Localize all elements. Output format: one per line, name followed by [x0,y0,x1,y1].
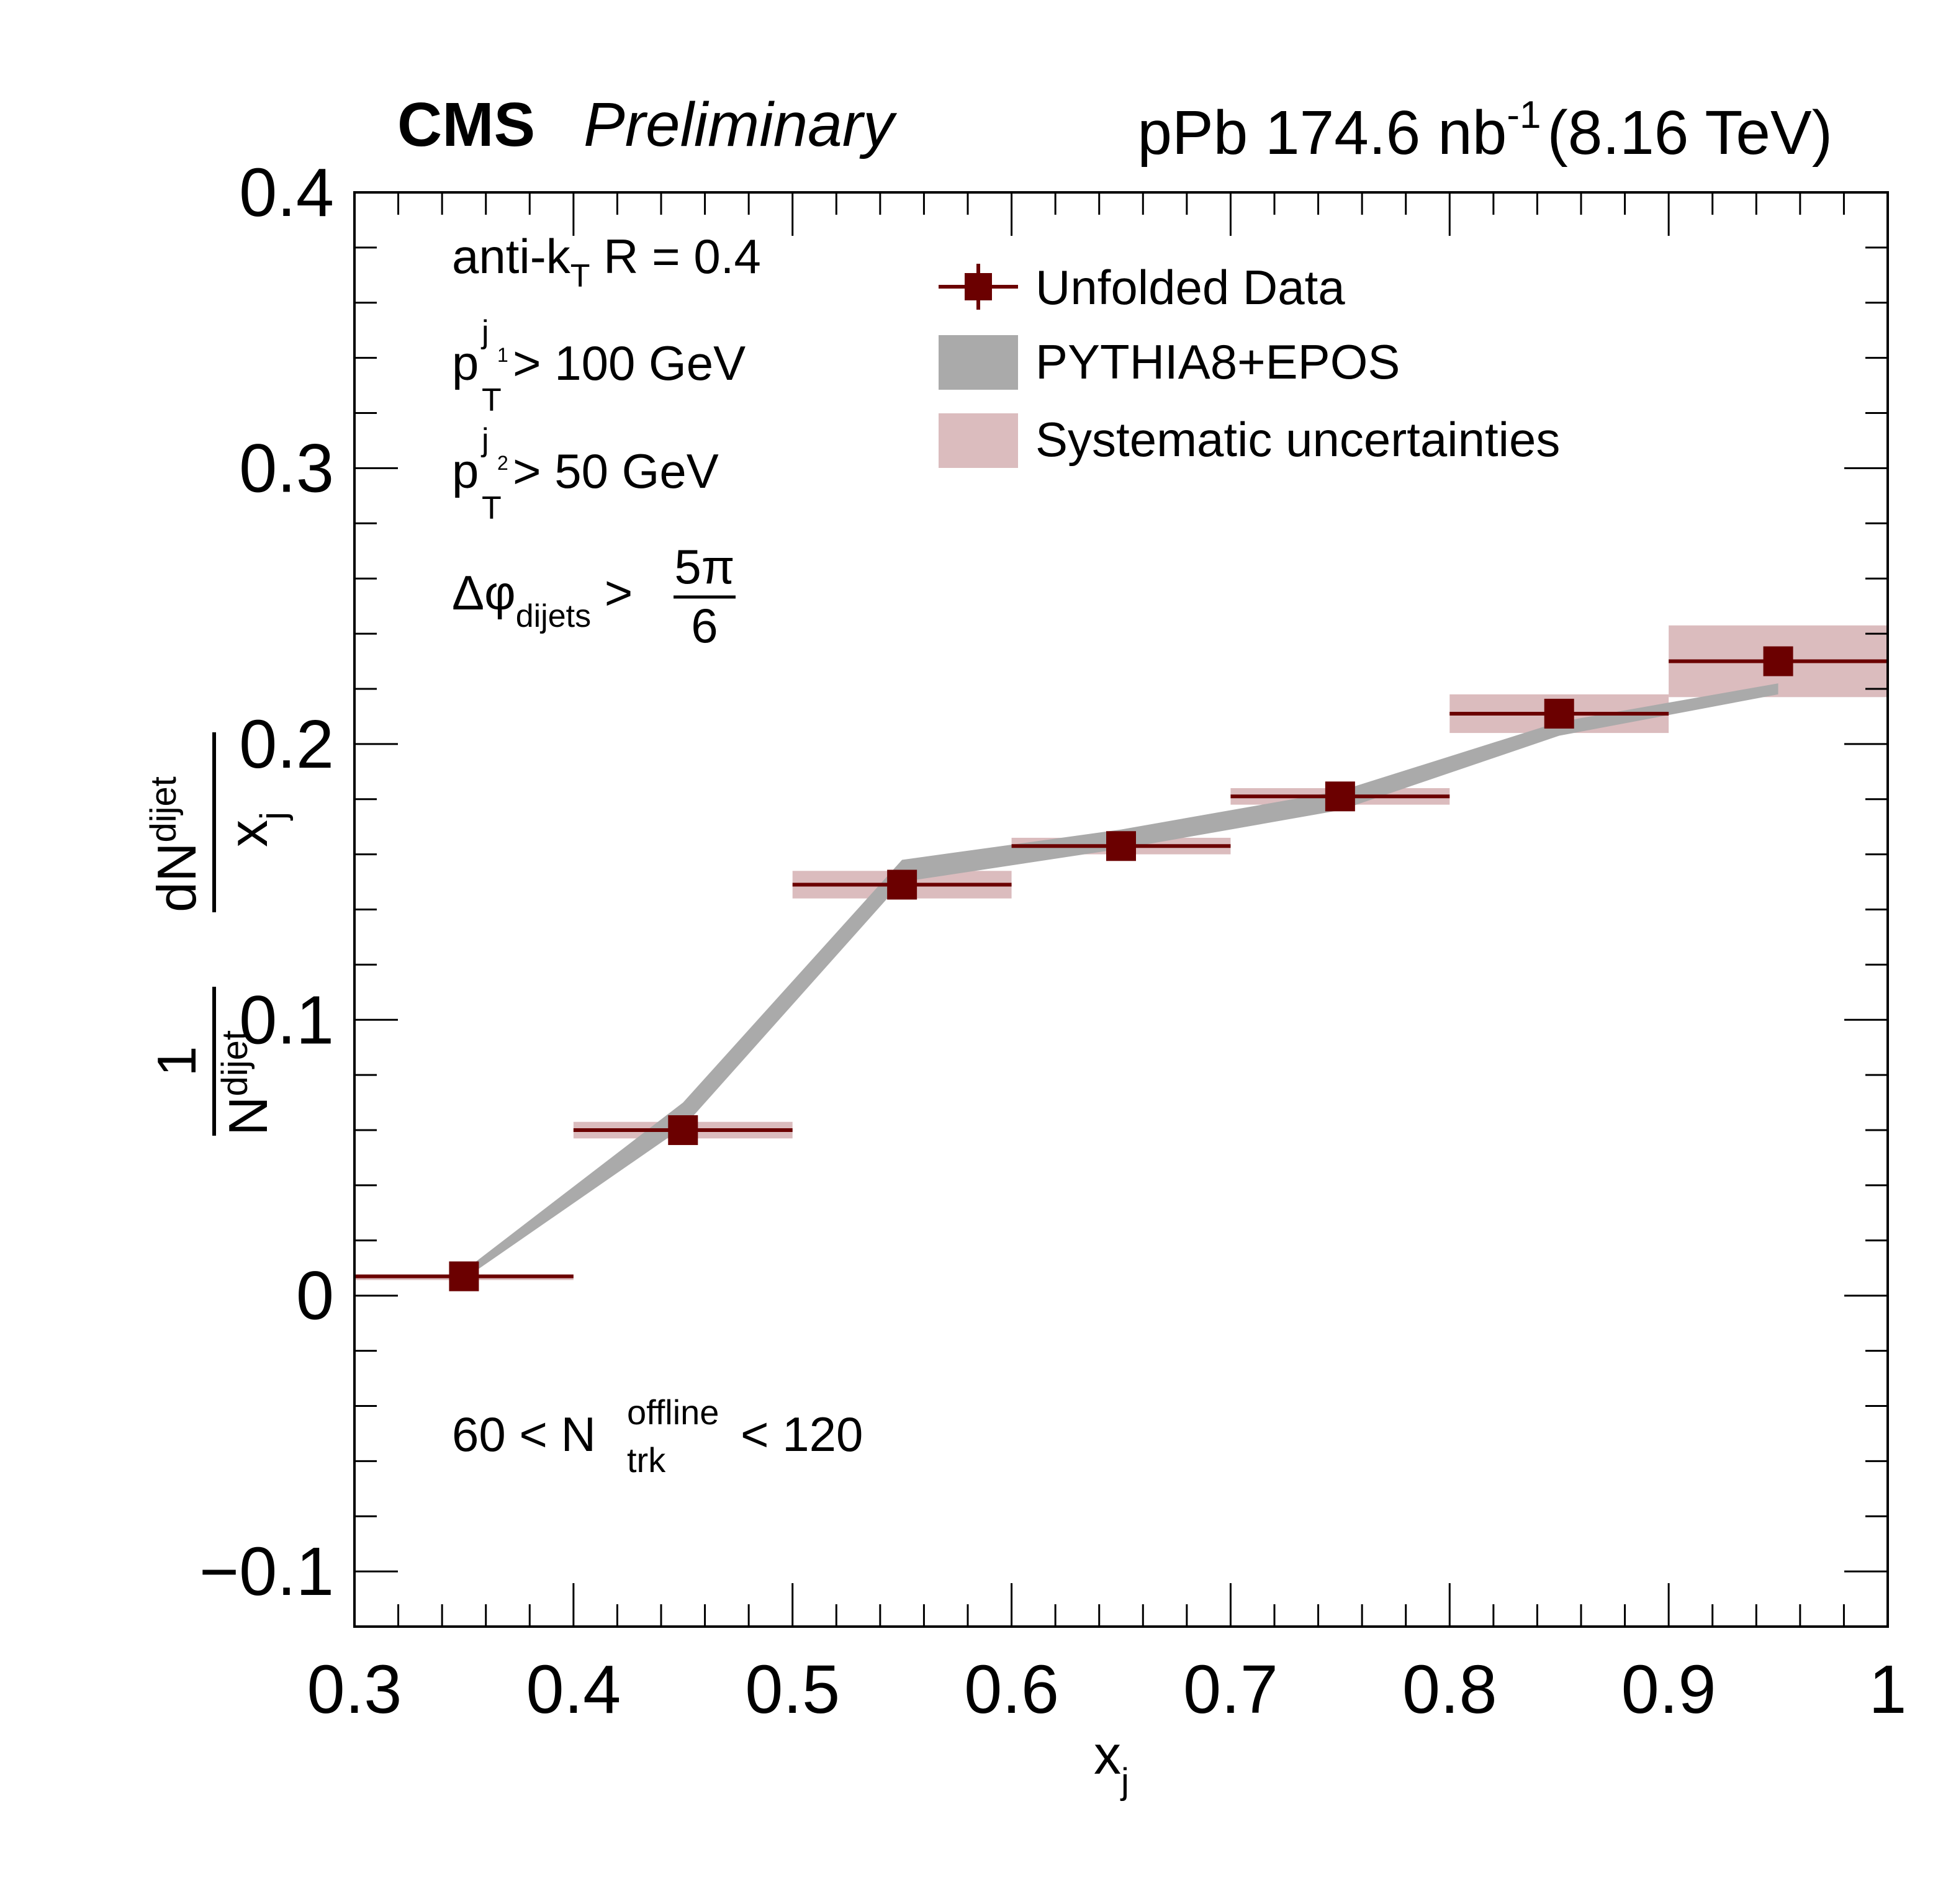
x-tick-label: 0.3 [307,1651,402,1728]
axis-ticks [353,191,1889,1628]
x-tick-label: 0.5 [745,1651,840,1728]
ntrk-sub: trk [627,1440,666,1480]
ntrk-right: < 120 [741,1407,863,1462]
x-tick-label: 0.4 [526,1651,621,1728]
data-points-layer [354,646,1888,1291]
x-tick-label: 0.9 [1621,1651,1716,1728]
pt2-supsub: 2 [497,452,508,474]
axis-tick-labels: 0.3 0.4 0.5 0.6 0.7 0.8 0.9 1 −0.1 0 0.1 0.2 0.3 0.4 [199,155,1907,1728]
data-point [887,869,917,900]
legend-sys-label: Systematic uncertainties [1035,412,1560,467]
dphi-gt: > [591,565,633,620]
dphi-sub: dijets [516,598,591,634]
legend-data-label: Unfolded Data [1035,260,1345,315]
data-point [1106,831,1136,861]
y-label-x: xj [217,812,294,847]
algo-sub: T [570,258,590,294]
x-tick-label: 0.7 [1183,1651,1278,1728]
y-tick-label: 0 [296,1258,334,1334]
legend-sys-swatch [939,413,1018,468]
legend-pythia-swatch [939,335,1018,390]
data-point [1544,698,1574,729]
y-label-x-main: x [217,820,279,847]
dphi-denominator: 6 [691,598,718,653]
y-tick-label: 0.3 [239,430,334,506]
y-label-dn: dNdijet [143,776,207,912]
preliminary-label: Preliminary [584,90,898,159]
y-tick-label: 0.1 [239,982,334,1058]
ntrk-left: 60 < N [452,1407,596,1462]
y-tick-label: 0.4 [239,155,334,231]
data-point [1763,646,1793,676]
y-label-one: 1 [146,1046,207,1077]
x-axis-label-sub: j [1120,1761,1129,1802]
x-axis-label-main: x [1094,1724,1121,1785]
data-point [449,1261,479,1291]
lumi-label: pPb 174.6 nb-1 (8.16 TeV) [1137,94,1832,168]
legend-data-marker [965,273,992,300]
algo-rest: R = 0.4 [590,229,761,284]
pt2-p: p [452,444,479,498]
y-label-dn-main: dN [146,843,207,913]
dphi-annotation: Δφdijets > [452,565,633,634]
y-label-dn-sub: dijet [143,776,184,842]
pt1-supsub: 1 [497,344,508,366]
legend-pythia-label: PYTHIA8+EPOS [1035,335,1400,389]
pt1-sub: T [482,382,502,418]
algo-main: anti-k [452,229,571,284]
y-label-n: Ndijet [215,1030,279,1136]
ntrk-sup: offline [627,1393,719,1432]
y-tick-label: 0.2 [239,706,334,783]
dphi-main: Δφ [452,565,516,620]
pt1-rest: > 100 GeV [513,336,746,390]
lumi-superscript: -1 [1507,94,1541,137]
energy-label: (8.16 TeV) [1547,98,1832,168]
pt1-p: p [452,336,479,390]
y-axis-label: 1 Ndijet dNdijet xj [143,732,294,1136]
pt2-rest: > 50 GeV [513,444,719,498]
x-tick-label: 1 [1868,1651,1906,1728]
x-tick-label: 0.8 [1402,1651,1497,1728]
pt2-sub: T [482,490,502,526]
data-point [1325,781,1355,812]
pt1-sup: j [480,314,489,350]
y-label-n-main: N [217,1096,279,1136]
x-tick-label: 0.6 [964,1651,1059,1728]
y-tick-label: −0.1 [199,1534,334,1610]
x-axis-label: xj [1094,1724,1129,1802]
y-label-x-sub: j [253,812,294,821]
data-point [668,1115,698,1146]
pt2-sup: j [480,422,489,458]
legend: Unfolded Data PYTHIA8+EPOS Systematic un… [939,260,1560,468]
y-label-n-sub: dijet [215,1030,255,1096]
algo-annotation: anti-kT R = 0.4 [452,229,761,294]
lumi-prefix: pPb 174.6 nb [1137,98,1507,168]
dphi-numerator: 5π [674,539,734,594]
cms-label: CMS [397,90,535,159]
